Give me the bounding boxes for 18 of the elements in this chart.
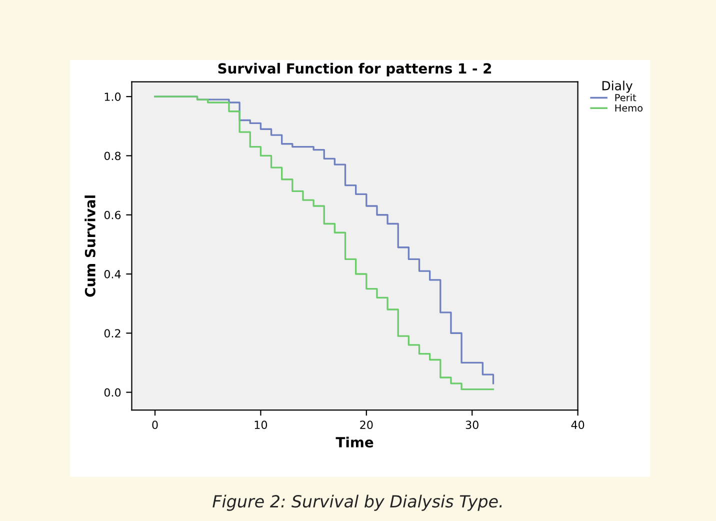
legend-label: Hemo	[615, 104, 643, 112]
x-tick-label: 30	[466, 420, 478, 430]
y-tick-label: 0.0	[104, 388, 121, 397]
y-tick-label: 0.2	[104, 329, 120, 338]
x-tick-label: 0	[152, 420, 158, 430]
legend-label: Perit	[615, 94, 636, 102]
caption: Figure 2: Survival by Dialysis Type.	[212, 494, 502, 511]
y-tick-label: 0.4	[104, 270, 121, 278]
y-axis-title: Cum Survival	[84, 196, 96, 297]
y-tick-label: 0.6	[104, 210, 121, 220]
x-tick-label: 10	[254, 420, 268, 430]
legend-title: Dialy	[602, 80, 632, 93]
y-tick-label: 1.0	[104, 92, 121, 101]
y-tick-label: 0.8	[104, 152, 121, 160]
chart-title: Survival Function for patterns 1 - 2	[218, 62, 492, 76]
x-axis-title: Time	[336, 436, 374, 448]
x-tick-label: 40	[571, 420, 584, 430]
x-tick-label: 20	[360, 420, 373, 430]
